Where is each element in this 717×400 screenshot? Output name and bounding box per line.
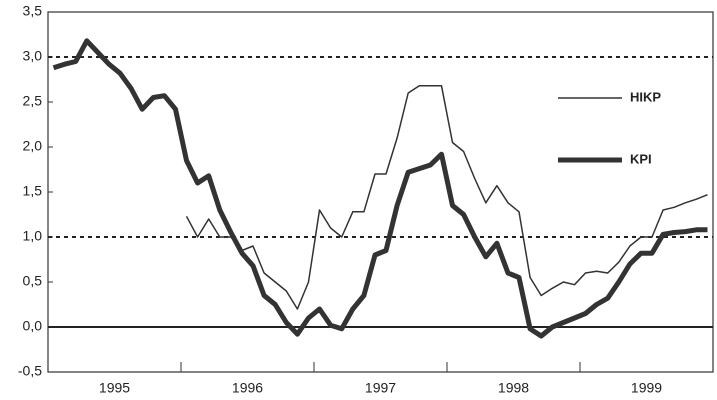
x-tick-label: 1995 bbox=[99, 380, 130, 396]
plot-frame bbox=[47, 11, 714, 373]
y-tick-label: 1,0 bbox=[23, 228, 43, 244]
x-tick-label: 1999 bbox=[631, 380, 662, 396]
series-line bbox=[52, 38, 708, 339]
y-tick-label: 2,5 bbox=[23, 93, 43, 109]
y-tick-label: 1,5 bbox=[23, 183, 43, 199]
y-tick-label: 3,0 bbox=[23, 48, 43, 64]
y-tick-label: 2,0 bbox=[23, 138, 43, 154]
y-tick-label: -0,5 bbox=[18, 363, 42, 379]
y-tick-label: 0,5 bbox=[23, 273, 43, 289]
series-line bbox=[185, 85, 708, 310]
legend-label: KPI bbox=[630, 151, 652, 166]
x-tick-label: 1998 bbox=[498, 380, 529, 396]
y-tick-label: 0,0 bbox=[23, 318, 43, 334]
legend-label: HIKP bbox=[630, 89, 661, 104]
y-tick-label: 3,5 bbox=[23, 3, 43, 19]
x-tick-label: 1997 bbox=[365, 380, 396, 396]
x-tick-label: 1996 bbox=[232, 380, 263, 396]
